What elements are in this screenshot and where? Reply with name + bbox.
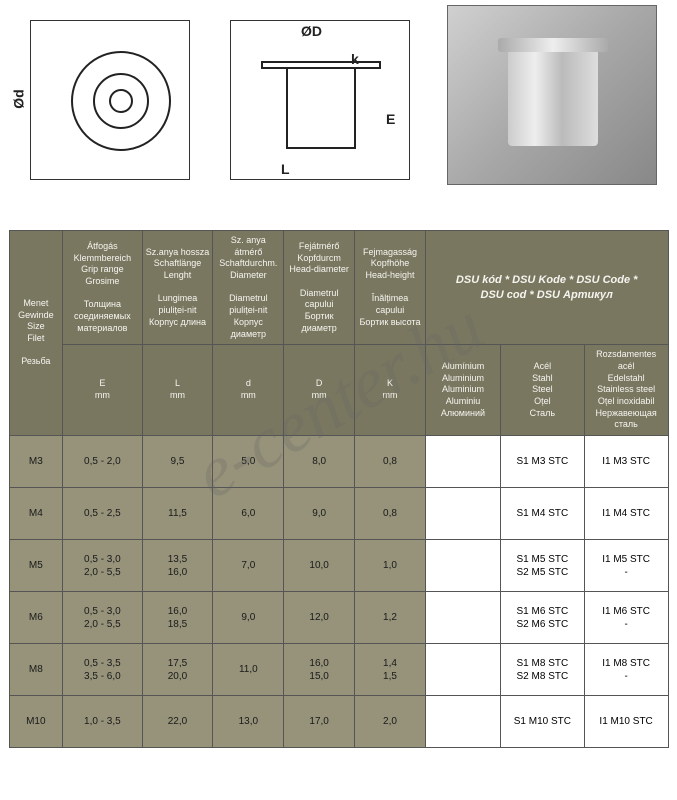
cell-D: 10,0 <box>284 540 355 592</box>
cell-ss: I1 M8 STC- <box>584 644 668 696</box>
header-grip: ÁtfogásKlemmbereichGrip rangeGrosimeТолщ… <box>63 231 142 345</box>
cell-d: 5,0 <box>213 436 284 488</box>
header-unit-L: Lmm <box>142 345 213 436</box>
header-unit-d: dmm <box>213 345 284 436</box>
cell-D: 16,015,0 <box>284 644 355 696</box>
header-length: Sz.anya hosszaSchaftlängeLenghtLungimeap… <box>142 231 213 345</box>
cell-D: 8,0 <box>284 436 355 488</box>
label-OD: ØD <box>301 23 322 39</box>
cell-ss: I1 M4 STC <box>584 488 668 540</box>
label-k: k <box>351 51 359 67</box>
drawing-flange <box>261 61 381 69</box>
table-row: M30,5 - 2,09,55,08,00,8 S1 M3 STCI1 M3 ST… <box>9 436 668 488</box>
cell-D: 9,0 <box>284 488 355 540</box>
header-diameter: Sz. anya átmérőSchaftdurchm.DiameterDiam… <box>213 231 284 345</box>
cell-al <box>425 540 500 592</box>
cell-al <box>425 644 500 696</box>
label-L: L <box>281 161 290 177</box>
cell-D: 12,0 <box>284 592 355 644</box>
header-unit-K: Kmm <box>355 345 426 436</box>
photo-rivet-nut <box>508 46 598 146</box>
technical-drawing-side: ØD k L E <box>230 20 410 180</box>
cell-E: 0,5 - 2,0 <box>63 436 142 488</box>
cell-d: 7,0 <box>213 540 284 592</box>
label-E: E <box>386 111 395 127</box>
drawing-body <box>286 69 356 149</box>
cell-E: 0,5 - 3,53,5 - 6,0 <box>63 644 142 696</box>
cell-L: 17,520,0 <box>142 644 213 696</box>
cell-size: M5 <box>9 540 63 592</box>
header-code-al: AlumíniumAluminiumAluminiumAluminiuАлюми… <box>425 345 500 436</box>
drawing-hole-circle <box>109 89 133 113</box>
cell-size: M6 <box>9 592 63 644</box>
cell-ss: I1 M5 STC- <box>584 540 668 592</box>
cell-al <box>425 488 500 540</box>
cell-ss: I1 M3 STC <box>584 436 668 488</box>
cell-ss: I1 M10 STC <box>584 696 668 748</box>
cell-st: S1 M3 STC <box>501 436 585 488</box>
table-row: M60,5 - 3,02,0 - 5,516,018,59,012,01,2 S1… <box>9 592 668 644</box>
header-headht: FejmagasságKopfhöheHead-heightÎnălțimeac… <box>355 231 426 345</box>
specification-table: MenetGewindeSizeFiletРезьба ÁtfogásKlemm… <box>9 230 669 748</box>
cell-K: 2,0 <box>355 696 426 748</box>
cell-al <box>425 592 500 644</box>
cell-L: 16,018,5 <box>142 592 213 644</box>
cell-E: 1,0 - 3,5 <box>63 696 142 748</box>
table-row: M40,5 - 2,511,56,09,00,8 S1 M4 STCI1 M4 S… <box>9 488 668 540</box>
header-unit-D: Dmm <box>284 345 355 436</box>
header-code-st: AcélStahlSteelOțelСталь <box>501 345 585 436</box>
cell-E: 0,5 - 3,02,0 - 5,5 <box>63 540 142 592</box>
header-code-title: DSU kód * DSU Kode * DSU Code *DSU cod *… <box>456 274 638 300</box>
cell-L: 13,516,0 <box>142 540 213 592</box>
table-row: M101,0 - 3,522,013,017,02,0 S1 M10 STCI1 … <box>9 696 668 748</box>
cell-ss: I1 M6 STC- <box>584 592 668 644</box>
product-photo <box>447 5 657 185</box>
cell-L: 11,5 <box>142 488 213 540</box>
table-row: M80,5 - 3,53,5 - 6,017,520,011,016,015,0… <box>9 644 668 696</box>
technical-drawing-front: Ød <box>30 20 190 180</box>
cell-d: 11,0 <box>213 644 284 696</box>
cell-size: M10 <box>9 696 63 748</box>
cell-size: M8 <box>9 644 63 696</box>
cell-st: S1 M10 STC <box>501 696 585 748</box>
header-code-ss: RozsdamentesacélEdelstahlStainless steel… <box>584 345 668 436</box>
cell-st: S1 M8 STCS2 M8 STC <box>501 644 585 696</box>
cell-d: 6,0 <box>213 488 284 540</box>
cell-st: S1 M5 STCS2 M5 STC <box>501 540 585 592</box>
cell-st: S1 M6 STCS2 M6 STC <box>501 592 585 644</box>
label-od-small: Ød <box>11 89 27 108</box>
cell-size: M3 <box>9 436 63 488</box>
cell-al <box>425 696 500 748</box>
header-headdia: FejátmérőKopfdurcmHead-diameterDiametrul… <box>284 231 355 345</box>
cell-E: 0,5 - 3,02,0 - 5,5 <box>63 592 142 644</box>
cell-al <box>425 436 500 488</box>
cell-st: S1 M4 STC <box>501 488 585 540</box>
cell-K: 0,8 <box>355 488 426 540</box>
cell-K: 0,8 <box>355 436 426 488</box>
cell-L: 22,0 <box>142 696 213 748</box>
header-size: MenetGewindeSizeFiletРезьба <box>9 231 63 436</box>
diagram-area: Ød ØD k L E <box>0 0 677 230</box>
cell-d: 9,0 <box>213 592 284 644</box>
cell-E: 0,5 - 2,5 <box>63 488 142 540</box>
table-body: M30,5 - 2,09,55,08,00,8 S1 M3 STCI1 M3 ST… <box>9 436 668 748</box>
cell-K: 1,0 <box>355 540 426 592</box>
cell-size: M4 <box>9 488 63 540</box>
table-row: M50,5 - 3,02,0 - 5,513,516,07,010,01,0 S1… <box>9 540 668 592</box>
cell-K: 1,2 <box>355 592 426 644</box>
cell-K: 1,41,5 <box>355 644 426 696</box>
header-unit-E: Emm <box>63 345 142 436</box>
cell-d: 13,0 <box>213 696 284 748</box>
cell-D: 17,0 <box>284 696 355 748</box>
cell-L: 9,5 <box>142 436 213 488</box>
